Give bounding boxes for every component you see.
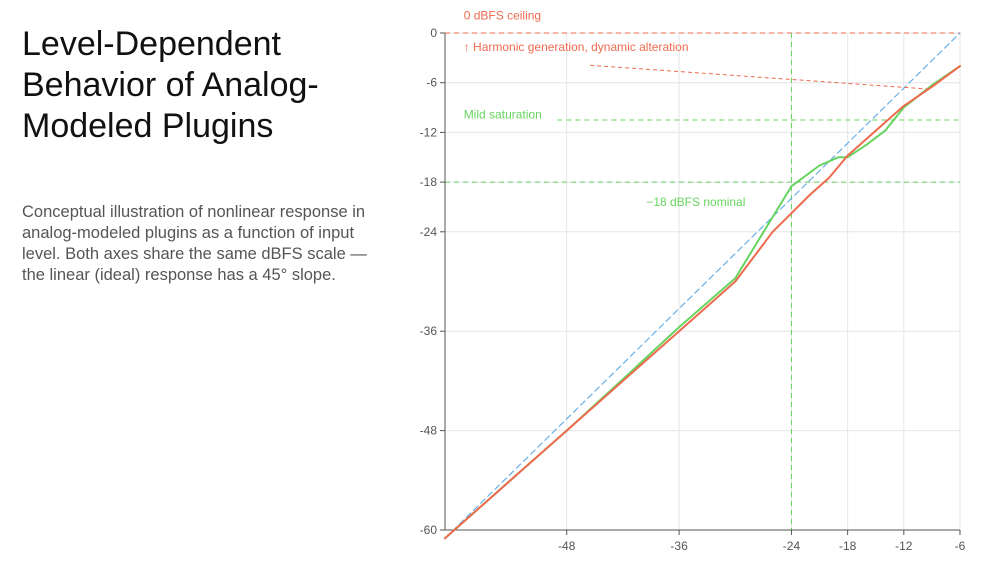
x-tick-label: -18 bbox=[839, 539, 857, 553]
y-tick-label: -60 bbox=[420, 523, 438, 537]
series-line-harmonic bbox=[444, 65, 961, 540]
page-description: Conceptual illustration of nonlinear res… bbox=[22, 203, 367, 284]
y-tick-label: -18 bbox=[420, 175, 438, 189]
y-tick-label: -24 bbox=[420, 225, 438, 239]
y-tick-label: -48 bbox=[420, 424, 438, 438]
x-tick-label: -24 bbox=[783, 539, 801, 553]
y-tick-label: -36 bbox=[420, 324, 438, 338]
axes: -48 -36 -24 -18 -12 -60-6-12-18-24-36-48-60 bbox=[420, 26, 966, 553]
x-tick-label: -36 bbox=[670, 539, 688, 553]
harmonic-pointer-line bbox=[590, 64, 932, 90]
x-tick-label: -6 bbox=[955, 539, 966, 553]
y-tick-label: -6 bbox=[426, 76, 437, 90]
series-lines bbox=[444, 32, 961, 540]
y-tick-label: -12 bbox=[420, 125, 438, 139]
series-line-mild bbox=[444, 65, 961, 540]
annotation-harmonic-label: ↑ Harmonic generation, dynamic alteratio… bbox=[464, 40, 689, 54]
annotation-nominal-label: −18 dBFS nominal bbox=[646, 195, 745, 209]
y-tick-label: 0 bbox=[430, 26, 437, 40]
series-line-linear bbox=[444, 32, 961, 539]
annotation-ceiling-label: 0 dBFS ceiling bbox=[464, 9, 541, 23]
x-tick-label: -48 bbox=[558, 539, 576, 553]
x-tick-label: -12 bbox=[895, 539, 913, 553]
annotation-mild-label: Mild saturation bbox=[464, 107, 542, 121]
annotations: 0 dBFS ceiling ↑ Harmonic generation, dyn… bbox=[464, 9, 932, 209]
page-title: Level-Dependent Behavior of Analog-Model… bbox=[22, 25, 319, 145]
